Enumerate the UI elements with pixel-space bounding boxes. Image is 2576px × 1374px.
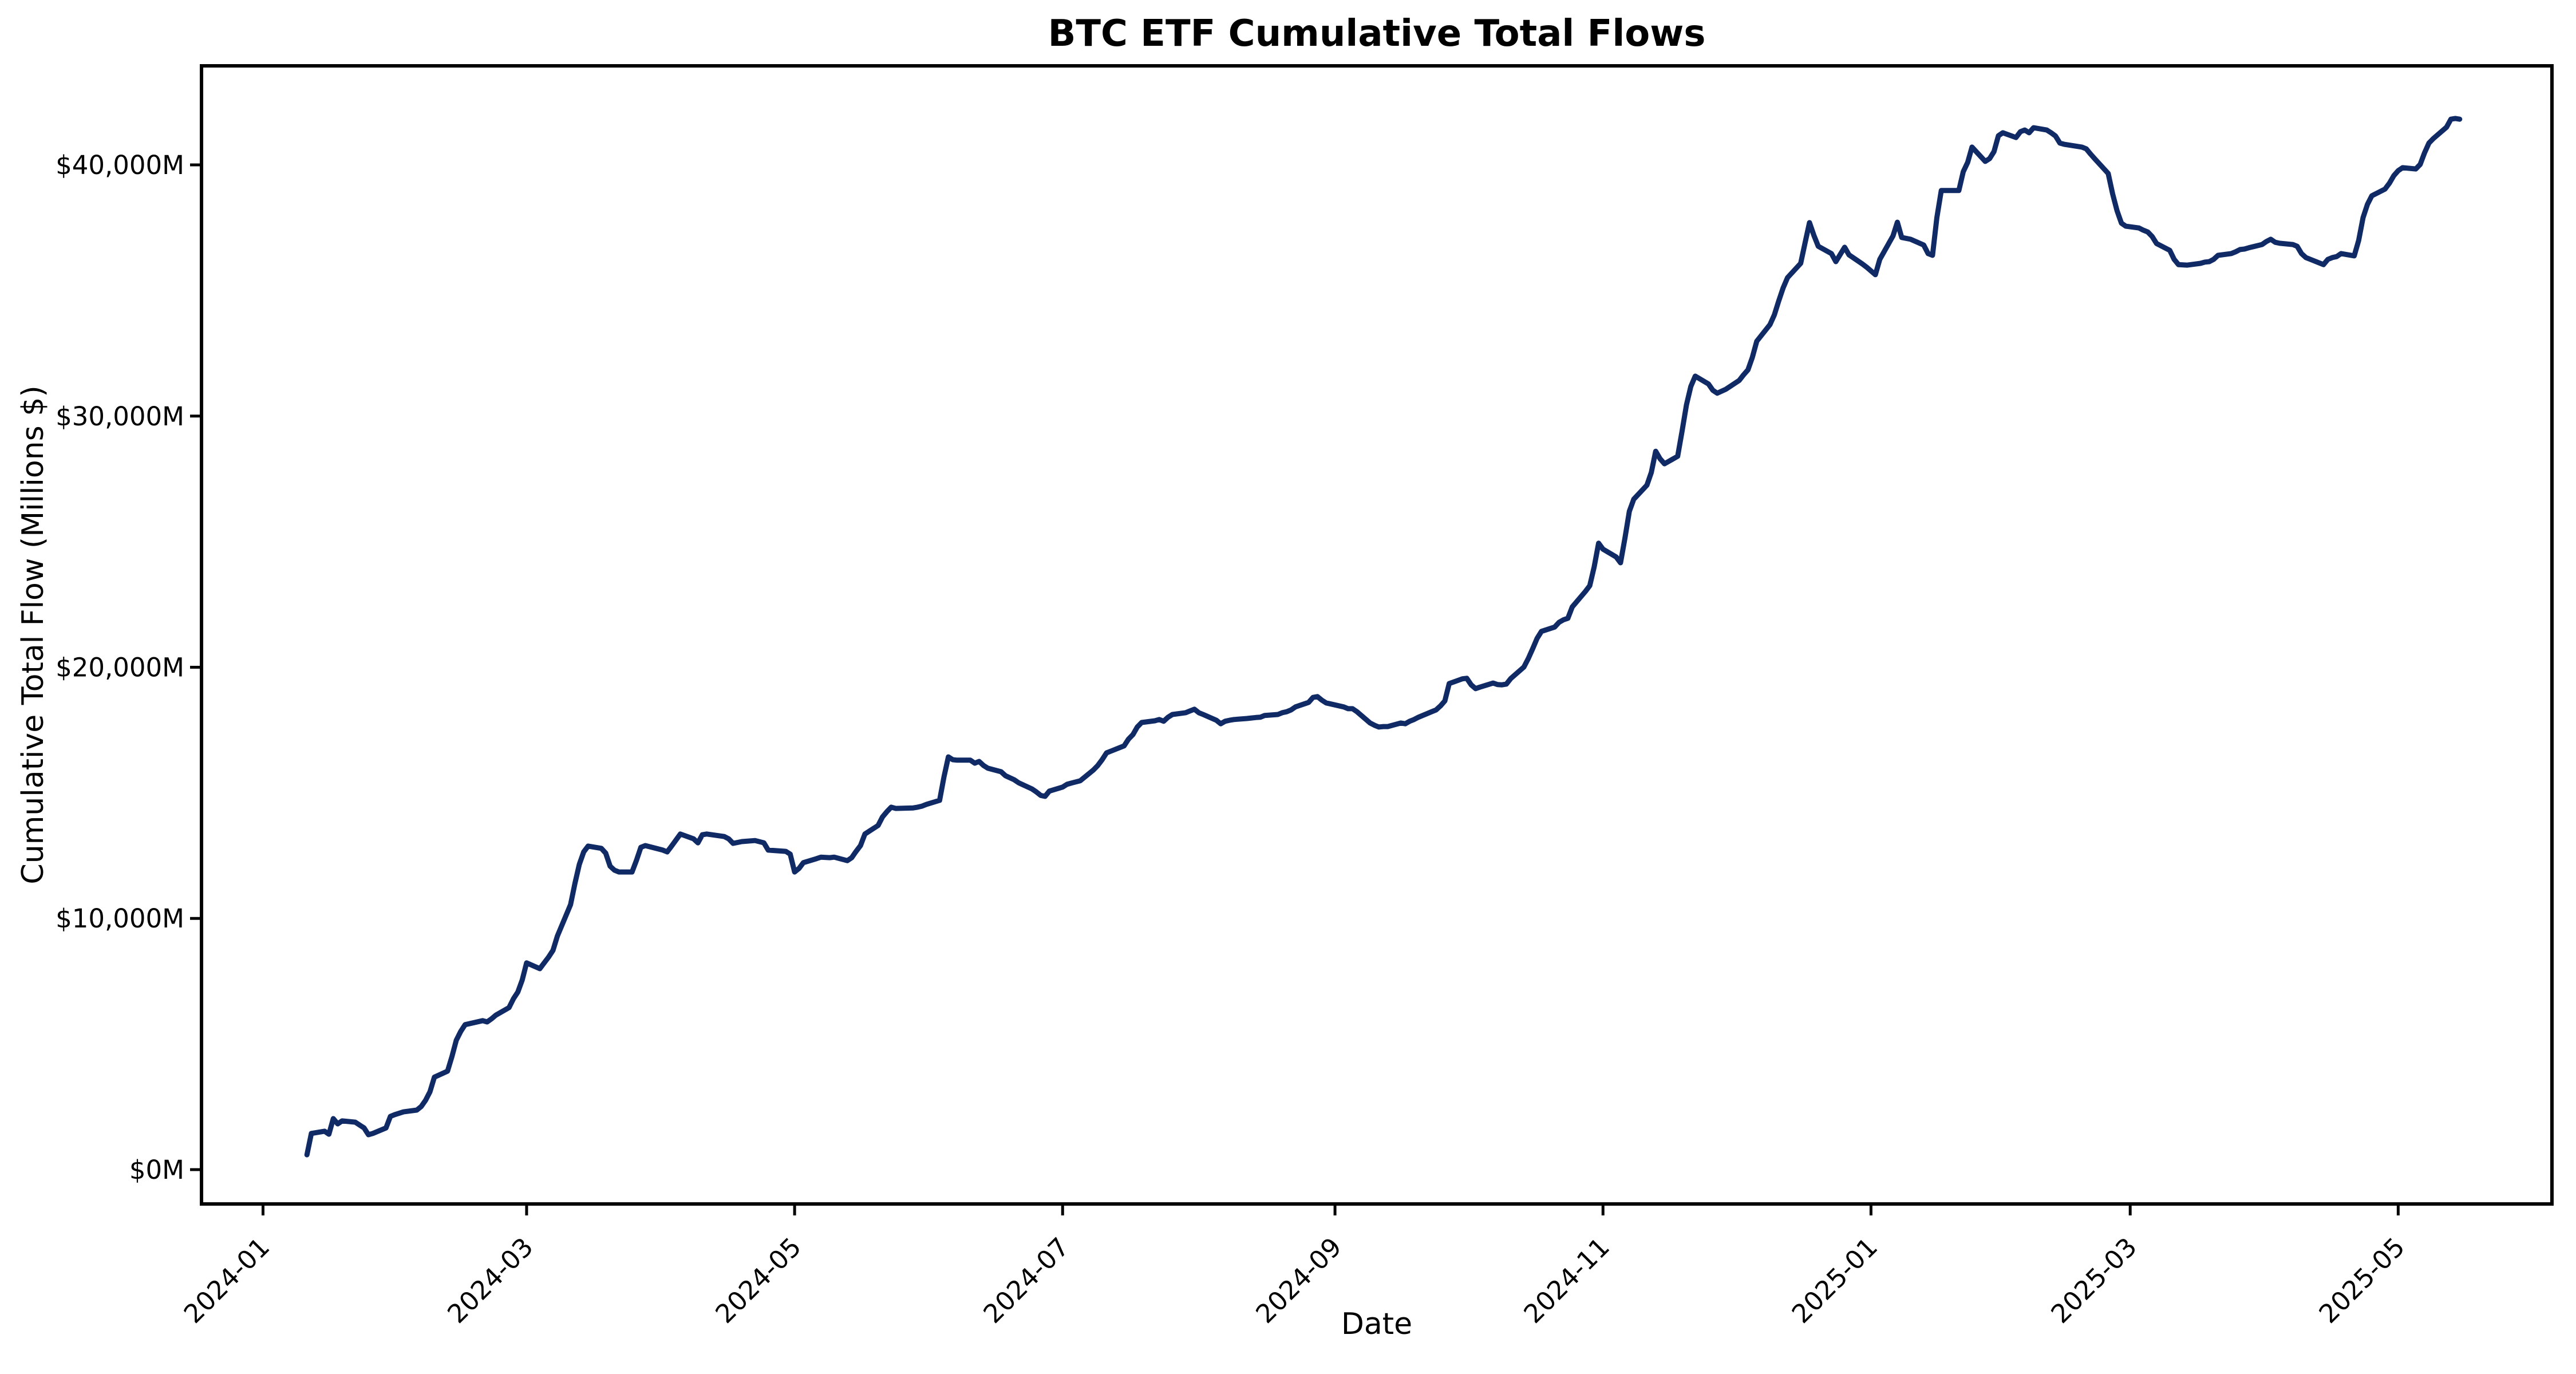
x-axis-ticks (261, 1204, 2400, 1215)
y-tick-label: $0M (129, 1155, 184, 1185)
y-axis-label: Cumulative Total Flow (Millions $) (16, 385, 50, 884)
chart-title: BTC ETF Cumulative Total Flows (1048, 13, 1706, 55)
y-axis-ticks (190, 163, 202, 1171)
plot-border (200, 64, 2554, 1206)
x-axis-label: Date (1341, 1307, 1412, 1341)
y-tick-label: $30,000M (56, 401, 184, 432)
y-tick-label: $20,000M (56, 653, 184, 683)
y-tick-label: $40,000M (56, 150, 184, 180)
y-axis-tick-labels: $0M $10,000M $20,000M $30,000M $40,000M (56, 150, 184, 1185)
cumulative-flow-line (304, 116, 2463, 1158)
y-tick-label: $10,000M (56, 903, 184, 934)
